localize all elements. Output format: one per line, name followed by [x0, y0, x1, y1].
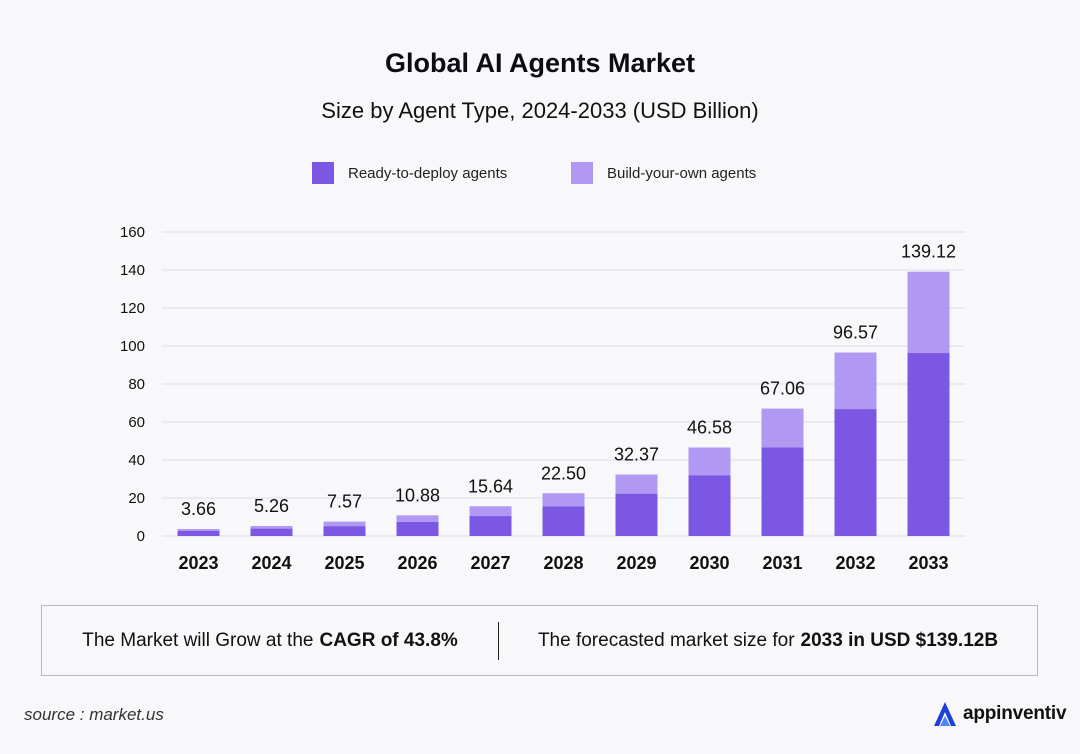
bar-ready-to-deploy	[907, 353, 950, 536]
y-tick-label: 40	[128, 452, 145, 469]
x-tick-label: 2026	[397, 553, 437, 573]
appinventiv-logo-icon	[934, 702, 956, 726]
x-tick-label: 2032	[835, 553, 875, 573]
source-note: source : market.us	[24, 705, 164, 724]
bar-build-your-own	[688, 447, 731, 476]
data-label: 67.06	[760, 379, 805, 399]
bar-ready-to-deploy	[688, 475, 731, 536]
bar-build-your-own	[323, 521, 366, 527]
legend-item-build: Build-your-own agents	[571, 162, 756, 184]
y-tick-label: 160	[120, 224, 145, 241]
summary-cagr-prefix: The Market will Grow at the	[82, 629, 314, 651]
bar-ready-to-deploy	[615, 493, 658, 536]
y-tick-label: 140	[120, 262, 145, 279]
y-tick-label: 60	[128, 414, 145, 431]
y-tick-label: 20	[128, 490, 145, 507]
bar-ready-to-deploy	[250, 528, 293, 536]
bar-ready-to-deploy	[469, 516, 512, 536]
data-label: 10.88	[395, 485, 440, 505]
bar-build-your-own	[542, 493, 585, 507]
bar-build-your-own	[177, 529, 220, 531]
legend-label-build: Build-your-own agents	[607, 164, 757, 182]
x-tick-label: 2029	[616, 553, 656, 573]
data-label: 96.57	[833, 323, 878, 343]
bar-chart: 0 20 40 60 80 100 120 140 160 3.66 2023 5.26 2024 7.5…	[120, 224, 965, 573]
legend-label-ready: Ready-to-deploy agents	[348, 164, 508, 182]
legend-swatch-build	[571, 162, 593, 184]
x-tick-label: 2028	[543, 553, 583, 573]
bar-ready-to-deploy	[542, 506, 585, 536]
bar-ready-to-deploy	[323, 526, 366, 536]
x-tick-label: 2023	[178, 553, 218, 573]
summary-cagr: The Market will Grow at the CAGR of 43.8…	[42, 606, 498, 675]
legend-swatch-ready	[312, 162, 334, 184]
bar-build-your-own	[761, 408, 804, 448]
bar-build-your-own	[907, 271, 950, 354]
brand-logo[interactable]: appinventiv	[932, 700, 1067, 728]
bar-ready-to-deploy	[177, 530, 220, 536]
x-tick-label: 2033	[908, 553, 948, 573]
x-tick-label: 2031	[762, 553, 802, 573]
bar-ready-to-deploy	[834, 409, 877, 536]
x-tick-label: 2025	[324, 553, 364, 573]
bar-build-your-own	[250, 526, 293, 529]
summary-forecast: The forecasted market size for 2033 in U…	[499, 606, 1037, 675]
bar-build-your-own	[615, 474, 658, 494]
x-tick-label: 2030	[689, 553, 729, 573]
summary-forecast-value: 2033 in USD $139.12B	[800, 629, 999, 651]
y-tick-label: 100	[120, 338, 145, 355]
data-label: 3.66	[181, 499, 216, 519]
chart-subtitle: Size by Agent Type, 2024-2033 (USD Billi…	[321, 98, 759, 123]
chart-title: Global AI Agents Market	[384, 48, 696, 78]
legend-item-ready: Ready-to-deploy agents	[312, 162, 507, 184]
summary-cagr-value: CAGR of 43.8%	[319, 629, 458, 651]
summary-divider	[498, 622, 499, 660]
y-tick-label: 120	[120, 300, 145, 317]
summary-forecast-prefix: The forecasted market size for	[537, 629, 795, 651]
bar-build-your-own	[396, 515, 439, 522]
y-tick-label: 80	[128, 376, 145, 393]
y-tick-label: 0	[137, 528, 145, 545]
data-label: 46.58	[687, 417, 732, 437]
x-tick-label: 2027	[470, 553, 510, 573]
data-label: 139.12	[901, 242, 956, 262]
legend: Ready-to-deploy agents Build-your-own ag…	[0, 162, 1080, 188]
summary-box: The Market will Grow at the CAGR of 43.8…	[41, 605, 1038, 676]
data-label: 5.26	[254, 496, 289, 516]
data-label: 32.37	[614, 444, 659, 464]
bar-ready-to-deploy	[396, 521, 439, 536]
x-tick-label: 2024	[251, 553, 291, 573]
bar-ready-to-deploy	[761, 447, 804, 536]
data-label: 7.57	[327, 492, 362, 512]
brand-name: appinventiv	[963, 703, 1067, 724]
bar-build-your-own	[834, 352, 877, 410]
bar-build-your-own	[469, 506, 512, 517]
data-label: 22.50	[541, 463, 586, 483]
data-label: 15.64	[468, 476, 513, 496]
